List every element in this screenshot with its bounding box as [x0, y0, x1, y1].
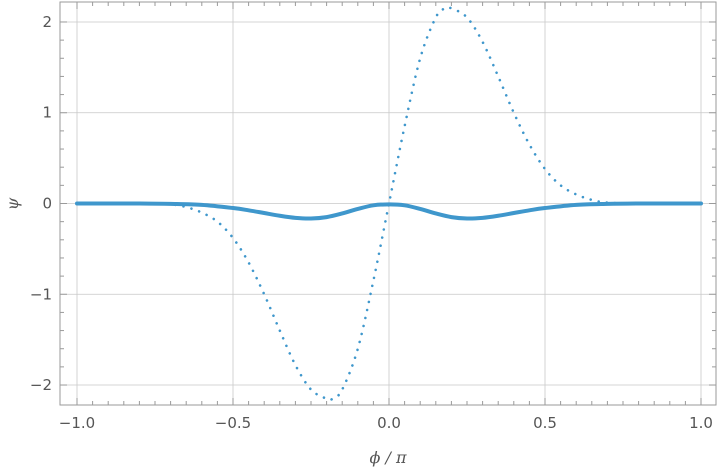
x-tick-label: 1.0	[689, 414, 713, 432]
y-tick-labels: −2 −1 0 1 2	[30, 13, 52, 394]
y-tick-label: −1	[30, 285, 52, 303]
y-tick-label: 2	[42, 13, 52, 31]
series-solid-line	[75, 201, 703, 221]
x-tick-labels: −1.0 −0.5 0.0 0.5 1.0	[59, 414, 713, 432]
x-tick-label: −0.5	[215, 414, 251, 432]
y-tick-label: −2	[30, 376, 52, 394]
y-tick-label: 0	[42, 195, 52, 213]
y-axis-label: ψ	[3, 197, 22, 210]
x-tick-label: 0.0	[377, 414, 401, 432]
x-axis-label: ϕ / π	[370, 448, 407, 467]
x-tick-label: 0.5	[533, 414, 557, 432]
y-tick-label: 1	[42, 104, 52, 122]
series-layer	[75, 5, 703, 402]
series-dotted-line	[75, 5, 703, 402]
x-tick-label: −1.0	[59, 414, 95, 432]
ticks	[60, 2, 716, 405]
